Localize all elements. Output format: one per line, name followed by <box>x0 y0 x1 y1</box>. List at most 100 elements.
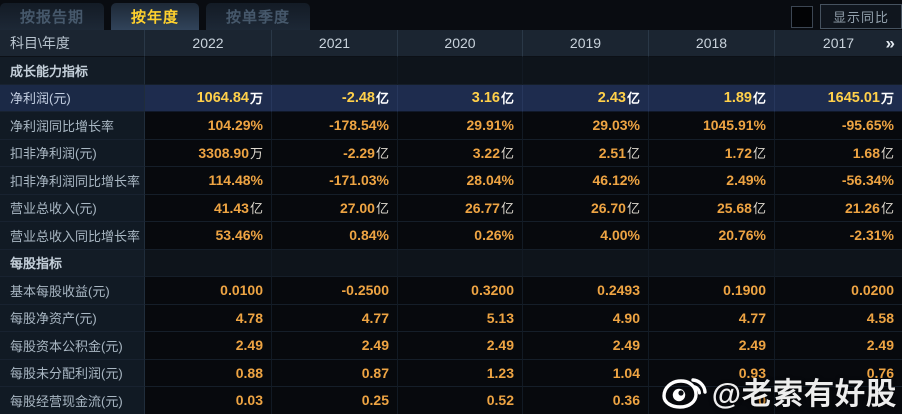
value-cell: 2.51 亿 <box>523 139 649 167</box>
value-number: 2.49% <box>726 172 766 189</box>
value-number: 2.49 <box>738 337 766 354</box>
value-cell <box>272 249 398 277</box>
value-unit: 亿 <box>626 201 640 217</box>
corner-header-cell: 科目\年度 <box>0 30 145 57</box>
table-row: 基本每股收益(元) 0.0100 -0.2500 0.3200 0.2493 0.190… <box>0 277 902 305</box>
value-number: 41.43 <box>213 199 249 216</box>
value-cell: -2.29 亿 <box>272 139 398 167</box>
table-row: 每股经营现金流(元) 0.03 0.25 0.52 0.36 0 <box>0 387 902 414</box>
value-number: 2.49 <box>866 337 894 354</box>
value-number: 1.72 <box>724 144 752 161</box>
value-number: 1.04 <box>612 364 640 381</box>
value-number: 2.49 <box>486 337 514 354</box>
value-number: 0.1900 <box>723 282 766 299</box>
value-number: 3308.90 <box>198 144 249 161</box>
year-column-header-2018: 2018 <box>649 30 775 57</box>
show-yoy-checkbox[interactable] <box>790 5 813 28</box>
value-number: 4.77 <box>738 309 766 326</box>
value-cell: 2.49 <box>523 332 649 360</box>
more-years-chevron-icon[interactable]: » <box>885 33 895 53</box>
year-column-header-2019: 2019 <box>523 30 649 57</box>
value-cell: 3308.90 万 <box>145 139 272 167</box>
value-unit: 万 <box>880 91 894 107</box>
value-cell: 0.1900 <box>649 277 775 305</box>
value-number: 104.29% <box>207 117 263 134</box>
value-cell: 4.90 <box>523 304 649 332</box>
value-cell: 2.49 <box>775 332 902 360</box>
value-cell: 0.3200 <box>398 277 523 305</box>
value-number: 1.89 <box>723 89 752 106</box>
value-cell: 4.77 <box>272 304 398 332</box>
table-header-row: 科目\年度 2022 2021 2020 2019 2018 2017 » <box>0 30 902 57</box>
row-label: 每股经营现金流(元) <box>0 387 145 414</box>
value-cell: 104.29% <box>145 112 272 140</box>
value-number: 2.49 <box>361 337 389 354</box>
value-unit: 亿 <box>880 201 894 217</box>
value-cell: 28.04% <box>398 167 523 195</box>
tab-by-report-period[interactable]: 按报告期 <box>0 3 105 30</box>
row-label: 每股指标 <box>0 249 145 277</box>
table-row: 成长能力指标 <box>0 57 902 85</box>
year-column-header-2020: 2020 <box>398 30 523 57</box>
value-cell: 5.13 <box>398 304 523 332</box>
value-cell: 2.49 <box>145 332 272 360</box>
value-cell: 21.26 亿 <box>775 194 902 222</box>
value-cell <box>649 57 775 85</box>
value-number: 0 <box>758 392 766 409</box>
value-cell: 0.03 <box>145 387 272 414</box>
value-cell: 2.49 <box>649 332 775 360</box>
value-number: 0.0200 <box>851 282 894 299</box>
value-cell <box>775 57 902 85</box>
table-row: 净利润同比增长率 104.29% -178.54% 29.91% 29.03% 1045… <box>0 112 902 140</box>
row-label: 扣非净利润(元) <box>0 139 145 167</box>
value-cell: -56.34% <box>775 167 902 195</box>
value-cell: 1045.91% <box>649 112 775 140</box>
value-cell: -2.48 亿 <box>272 84 398 112</box>
value-cell <box>145 249 272 277</box>
value-cell: 29.91% <box>398 112 523 140</box>
tab-by-year[interactable]: 按年度 <box>111 3 200 30</box>
value-cell: 25.68 亿 <box>649 194 775 222</box>
value-number: 3.22 <box>472 144 500 161</box>
row-label: 营业总收入同比增长率 <box>0 222 145 250</box>
year-column-header-label: 2017 <box>822 35 855 51</box>
value-number: 0.0100 <box>220 282 263 299</box>
value-cell: 20.76% <box>649 222 775 250</box>
value-number: 0.03 <box>235 392 263 409</box>
value-number: -2.29 <box>343 144 375 161</box>
value-unit: 亿 <box>375 91 389 107</box>
value-number: 4.77 <box>361 309 389 326</box>
value-number: 2.49 <box>235 337 263 354</box>
value-number: 2.49 <box>612 337 640 354</box>
value-number: 29.03% <box>592 117 640 134</box>
value-cell: 114.48% <box>145 167 272 195</box>
show-yoy-label[interactable]: 显示同比 <box>819 4 902 29</box>
row-label: 扣非净利润同比增长率 <box>0 167 145 195</box>
year-column-header-2021: 2021 <box>272 30 398 57</box>
value-number: 1045.91% <box>702 117 766 134</box>
value-cell: 0 <box>649 387 775 414</box>
tab-by-quarter[interactable]: 按单季度 <box>206 3 311 30</box>
value-unit: 亿 <box>752 146 766 162</box>
value-cell <box>775 387 902 414</box>
value-cell: 3.16 亿 <box>398 84 523 112</box>
value-number: 27.00 <box>339 199 375 216</box>
value-cell: 0.88 <box>145 359 272 387</box>
value-cell: 41.43 亿 <box>145 194 272 222</box>
value-cell: -178.54% <box>272 112 398 140</box>
value-number: -171.03% <box>329 172 389 189</box>
value-number: 2.51 <box>598 144 626 161</box>
table-row: 扣非净利润(元) 3308.90 万 -2.29 亿 3.22 亿 2.51 亿 1.72 亿 1.… <box>0 139 902 167</box>
value-cell: -171.03% <box>272 167 398 195</box>
value-number: -56.34% <box>841 172 894 189</box>
value-cell: 0.2493 <box>523 277 649 305</box>
value-cell: 4.00% <box>523 222 649 250</box>
value-cell: -2.31% <box>775 222 902 250</box>
table-row: 营业总收入(元) 41.43 亿 27.00 亿 26.77 亿 26.70 亿 25.68 亿 2… <box>0 194 902 222</box>
value-unit: 亿 <box>626 146 640 162</box>
value-unit: 亿 <box>375 201 389 217</box>
value-cell <box>145 57 272 85</box>
value-cell: 2.49 <box>272 332 398 360</box>
value-number: 28.04% <box>466 172 514 189</box>
value-cell: 0.36 <box>523 387 649 414</box>
